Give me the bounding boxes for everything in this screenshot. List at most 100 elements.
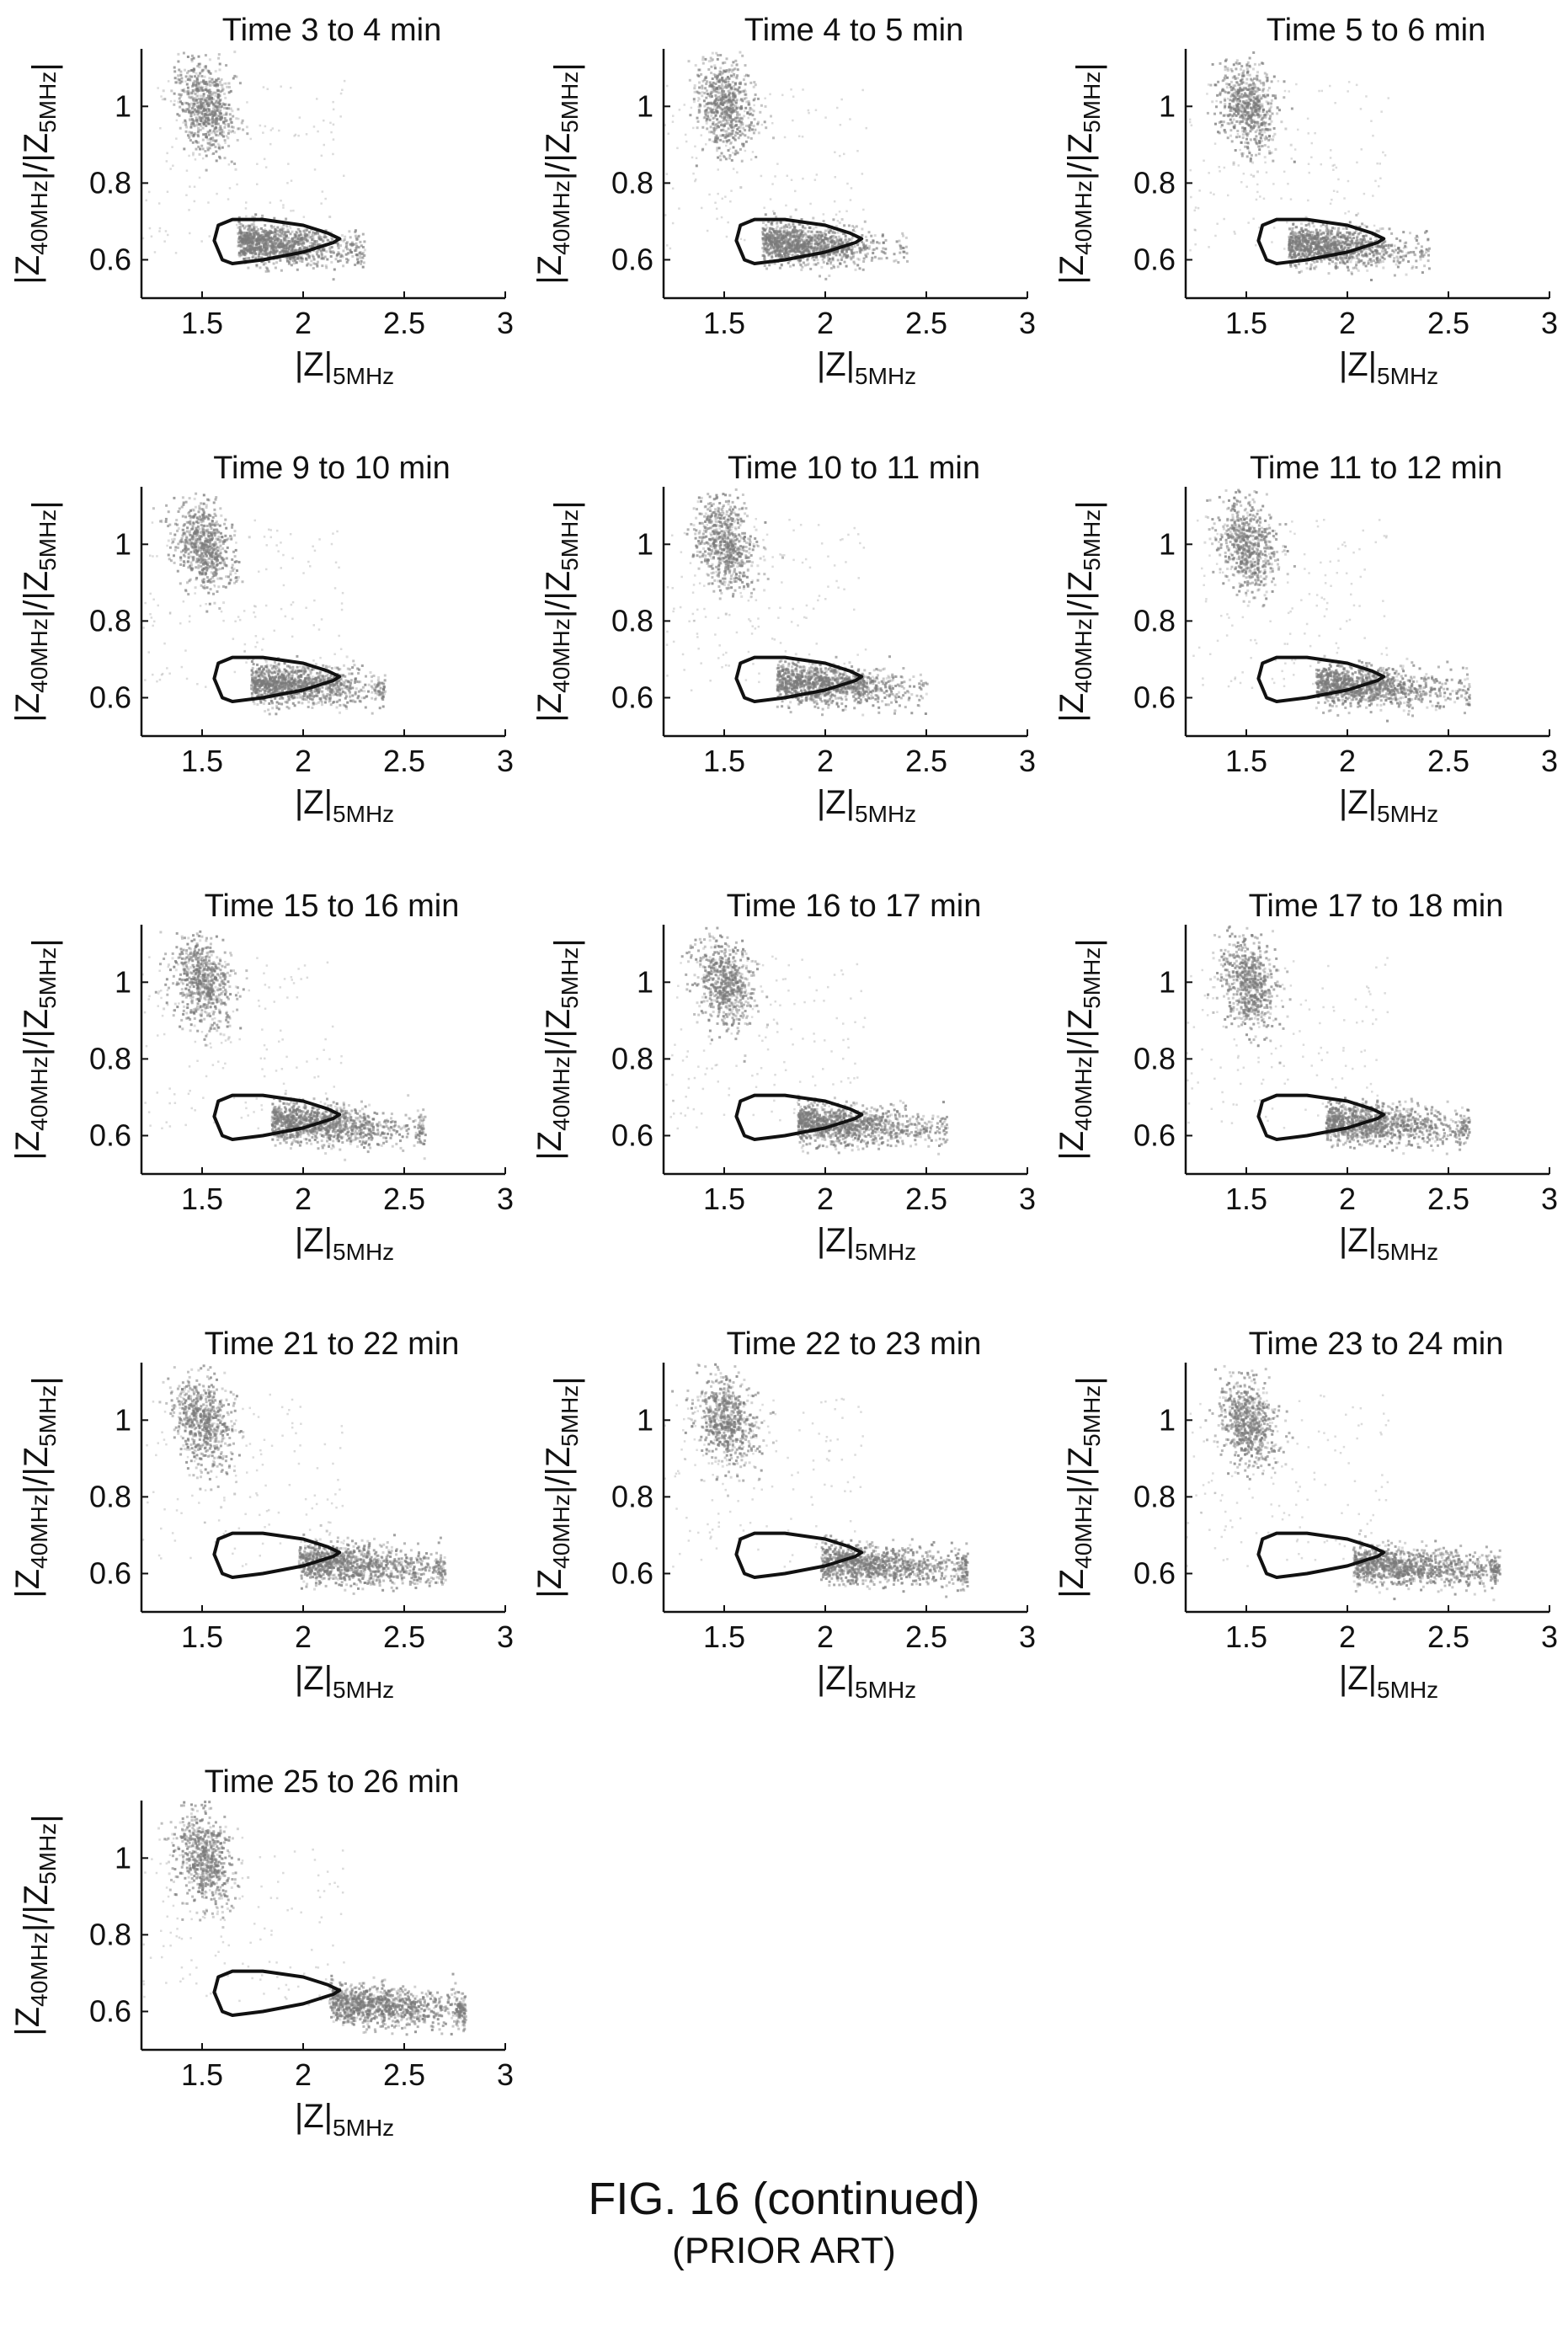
scatter-point bbox=[224, 97, 227, 99]
scatter-point bbox=[205, 67, 207, 69]
scatter-point bbox=[326, 238, 328, 241]
scatter-point bbox=[363, 240, 365, 243]
scatter-point bbox=[231, 161, 233, 163]
scatter-point bbox=[211, 136, 214, 139]
scatter-point bbox=[229, 113, 232, 115]
scatter-point bbox=[241, 122, 243, 125]
scatter-point bbox=[197, 146, 200, 148]
scatter-point bbox=[364, 248, 366, 251]
scatter-point bbox=[307, 239, 309, 242]
scatter-point bbox=[233, 75, 236, 77]
scatter-point bbox=[291, 238, 293, 241]
scatter-point bbox=[211, 114, 213, 116]
scatter-point bbox=[208, 134, 211, 136]
scatter-point bbox=[252, 255, 254, 258]
scatter-point bbox=[219, 68, 221, 71]
scatter-point bbox=[179, 127, 182, 130]
scatter-point bbox=[215, 70, 217, 72]
scatter-point bbox=[204, 83, 206, 85]
scatter-point bbox=[232, 77, 235, 80]
scatter-point bbox=[193, 134, 195, 136]
scatter-point bbox=[258, 254, 260, 257]
scatter-point bbox=[209, 82, 211, 84]
scatter-point bbox=[179, 106, 181, 109]
scatter-point bbox=[235, 168, 237, 171]
scatter-point bbox=[219, 81, 221, 83]
scatter-point bbox=[356, 258, 359, 260]
scatter-point bbox=[181, 103, 184, 105]
scatter-point bbox=[197, 84, 200, 87]
scatter-point bbox=[191, 55, 194, 57]
scatter-point bbox=[228, 86, 231, 88]
scatter-point bbox=[310, 264, 312, 266]
scatter-point bbox=[212, 143, 215, 146]
scatter-point bbox=[189, 126, 192, 129]
scatter-point bbox=[221, 84, 223, 87]
scatter-point bbox=[198, 123, 200, 125]
scatter-point bbox=[350, 251, 353, 253]
scatter-point bbox=[232, 126, 235, 129]
scatter-point bbox=[187, 134, 189, 136]
scatter-point bbox=[195, 140, 197, 142]
scatter-point bbox=[200, 95, 202, 98]
scatter-point bbox=[177, 53, 179, 56]
scatter-point bbox=[219, 99, 221, 102]
scatter-point bbox=[228, 104, 231, 106]
scatter-point bbox=[256, 265, 259, 268]
scatter-point bbox=[202, 147, 205, 150]
scatter-point bbox=[205, 169, 208, 172]
scatter-point bbox=[211, 125, 214, 127]
scatter-point bbox=[214, 146, 216, 148]
scatter-point bbox=[339, 259, 342, 262]
scatter-point bbox=[333, 278, 335, 280]
scatter-point bbox=[225, 64, 227, 67]
scatter-point bbox=[222, 136, 225, 138]
scatter-point bbox=[330, 255, 333, 258]
scatter-point bbox=[355, 243, 358, 245]
scatter-point bbox=[226, 86, 228, 88]
scatter-point bbox=[229, 118, 232, 120]
scatter-point bbox=[174, 77, 177, 79]
scatter-point bbox=[306, 264, 308, 267]
scatter-point bbox=[200, 111, 203, 114]
scatter-point bbox=[183, 88, 185, 91]
scatter-point bbox=[279, 259, 281, 262]
scatter-point bbox=[203, 100, 205, 103]
scatter-point bbox=[173, 70, 176, 72]
scatter-point bbox=[198, 118, 200, 120]
scatter-point bbox=[259, 266, 262, 269]
scatter-point bbox=[233, 163, 236, 165]
scatter-point bbox=[194, 103, 196, 105]
scatter-point bbox=[189, 75, 191, 77]
scatter-point bbox=[211, 121, 213, 124]
scatter-point bbox=[219, 113, 221, 115]
scatter-point bbox=[209, 113, 211, 115]
scatter-point bbox=[215, 151, 217, 153]
scatter-point bbox=[216, 79, 218, 82]
scatter-point bbox=[211, 78, 214, 81]
scatter-point bbox=[205, 88, 207, 91]
scatter-point bbox=[219, 125, 221, 128]
scatter-point bbox=[219, 103, 221, 105]
scatter-point bbox=[280, 269, 283, 272]
scatter-point bbox=[221, 105, 223, 108]
scatter-point bbox=[228, 91, 231, 93]
scatter-point bbox=[296, 269, 299, 271]
scatter-point bbox=[189, 115, 192, 117]
scatter-point bbox=[187, 87, 189, 89]
scatter-point bbox=[333, 269, 336, 271]
scatter-point bbox=[331, 238, 333, 241]
scatter-point bbox=[216, 139, 218, 141]
scatter-point bbox=[231, 109, 233, 112]
scatter-point bbox=[217, 57, 220, 60]
scatter-point bbox=[179, 98, 181, 100]
scatter-point bbox=[188, 110, 190, 113]
scatter-point bbox=[179, 71, 182, 73]
scatter-point bbox=[202, 127, 205, 130]
scatter-point bbox=[184, 69, 186, 72]
scatter-point bbox=[180, 93, 183, 96]
scatter-point bbox=[337, 260, 339, 263]
scatter-point bbox=[325, 264, 328, 267]
scatter-point bbox=[188, 136, 190, 139]
scatter-point bbox=[197, 134, 200, 136]
